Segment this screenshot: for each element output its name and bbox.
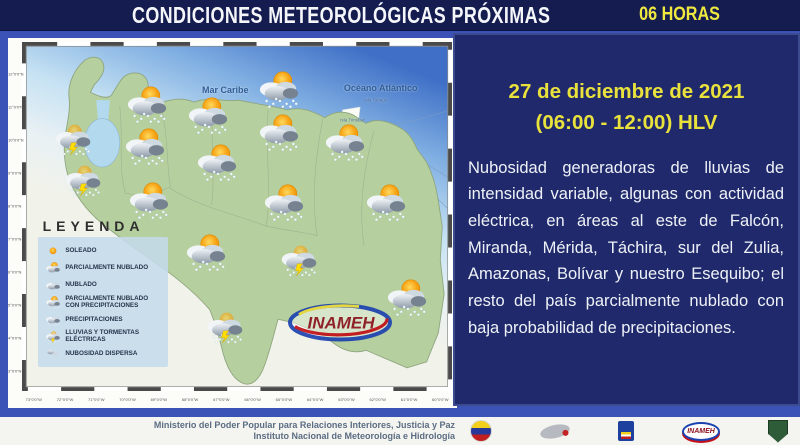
- longitude-tick-label: 68°0'0"W: [181, 397, 199, 402]
- institution-text: Ministerio del Poder Popular para Relaci…: [0, 420, 455, 443]
- longitude-tick-label: 70°0'0"W: [119, 397, 136, 402]
- footer-bar: Ministerio del Poder Popular para Relaci…: [0, 417, 800, 445]
- inameh-watermark-logo: INAMEH: [287, 302, 393, 347]
- legend-item: LLUVIAS Y TORMENTAS ELÉCTRICAS: [44, 329, 163, 344]
- weather-storm-icon: [279, 241, 319, 284]
- sun-legend-icon: [44, 244, 62, 259]
- weather-storm-icon: [63, 160, 103, 203]
- legend-item: SOLEADO: [44, 244, 163, 259]
- latitude-tick-label: 4°0'0"N: [8, 335, 22, 341]
- latitude-tick-label: 8°0'0"N: [8, 203, 22, 209]
- latitude-tick-label: 10°0'0"N: [8, 137, 24, 143]
- legend-item: PRECIPITACIONES: [44, 312, 163, 327]
- longitude-tick-label: 72°0'0"W: [56, 397, 74, 402]
- forecast-date: 27 de diciembre de 2021 (06:00 - 12:00) …: [455, 77, 798, 139]
- legend-item-label: NUBOSIDAD DISPERSA: [65, 349, 138, 357]
- legend-title: LEYENDA: [42, 218, 145, 235]
- island-label: Isla Tobago: [364, 97, 388, 103]
- ministry-seal-logo: [538, 421, 572, 441]
- sea-label: Mar Caribe: [202, 85, 249, 96]
- page-title: CONDICIONES METEOROLÓGICAS PRÓXIMAS: [132, 1, 551, 28]
- legend-item-label: PARCIALMENTE NUBLADO: [65, 264, 149, 272]
- ministry-line: Ministerio del Poder Popular para Relaci…: [153, 420, 455, 430]
- watermark-text: INAMEH: [308, 313, 376, 332]
- longitude-tick-label: 60°0'0"W: [432, 397, 449, 402]
- forecast-panel: 27 de diciembre de 2021 (06:00 - 12:00) …: [453, 33, 800, 406]
- latitude-tick-label: 5°0'0"N: [8, 302, 22, 308]
- weather-pn-rain-icon: [256, 112, 302, 159]
- inameh-oval-logo: INAMEH: [682, 421, 720, 441]
- longitude-tick-label: 64°0'0"W: [306, 397, 324, 402]
- weather-pn-rain-icon: [124, 83, 170, 130]
- longitude-tick-label: 73°0'0"W: [25, 397, 42, 402]
- shield-emblem-logo: [768, 419, 788, 443]
- weather-pn-rain-icon: [256, 69, 302, 116]
- weather-pn-rain-icon: [363, 181, 409, 228]
- pn-legend-icon: [44, 261, 62, 276]
- header-bar: CONDICIONES METEOROLÓGICAS PRÓXIMAS 06 H…: [0, 0, 800, 31]
- latitude-tick-label: 6°0'0"N: [8, 269, 22, 275]
- forecast-text: Nubosidad generadoras de lluvias de inte…: [468, 158, 784, 337]
- weather-pn-rain-icon: [185, 94, 231, 141]
- legend-box: SOLEADO PARCIALMENTE NUBLADO NUBLADO PARCIA…: [38, 236, 169, 367]
- weather-storm-icon: [205, 307, 245, 350]
- legend-item: NUBLADO: [44, 278, 163, 293]
- legend-item-label: SOLEADO: [65, 247, 97, 255]
- weather-pn-rain-icon: [194, 142, 240, 189]
- rain-legend-icon: [44, 312, 62, 327]
- legend-item-label: PARCIALMENTE NUBLADO CON PRECIPITACIONES: [65, 294, 149, 310]
- forecast-date-line1: 27 de diciembre de 2021: [508, 80, 745, 103]
- legend-item: NUBOSIDAD DISPERSA: [44, 346, 163, 361]
- uppc-badge-logo: [618, 421, 634, 441]
- storm-legend-icon: [44, 329, 62, 344]
- longitude-tick-label: 66°0'0"W: [244, 397, 261, 402]
- longitude-tick-label: 69°0'0"W: [150, 397, 168, 402]
- weather-pn-rain-icon: [126, 179, 172, 226]
- venezuela-map: LEYENDA SOLEADO PARCIALMENTE NUBLADO NUBLA…: [8, 42, 452, 402]
- longitude-tick-label: 62°0'0"W: [369, 397, 386, 402]
- longitude-tick-label: 61°0'0"W: [400, 397, 418, 402]
- weather-storm-icon: [53, 119, 93, 162]
- scattered-legend-icon: [44, 346, 62, 361]
- flag-roundel-logo: [470, 420, 492, 442]
- legend-item-label: PRECIPITACIONES: [65, 315, 123, 323]
- sea-label: Océano Atlántico: [343, 82, 418, 93]
- legend-item-label: NUBLADO: [65, 281, 97, 289]
- legend-item: PARCIALMENTE NUBLADO CON PRECIPITACIONES: [44, 295, 163, 310]
- latitude-tick-label: 11°0'0"N: [8, 104, 24, 110]
- institute-line: Instituto Nacional de Meteorología e Hid…: [253, 431, 455, 442]
- weather-pn-rain-icon: [261, 181, 307, 228]
- latitude-tick-label: 7°0'0"N: [8, 236, 22, 242]
- weather-pn-rain-icon: [122, 125, 168, 172]
- weather-pn-rain-icon: [183, 232, 229, 279]
- longitude-tick-label: 63°0'0"W: [338, 397, 355, 402]
- longitude-tick-label: 67°0'0"W: [213, 397, 230, 402]
- longitude-tick-label: 65°0'0"W: [275, 397, 293, 402]
- legend-item-label: LLUVIAS Y TORMENTAS ELÉCTRICAS: [65, 328, 140, 344]
- legend-item: PARCIALMENTE NUBLADO: [44, 261, 163, 276]
- forecast-time-window: (06:00 - 12:00) HLV: [535, 110, 718, 134]
- latitude-tick-label: 3°0'0"N: [8, 368, 22, 374]
- map-panel: LEYENDA SOLEADO PARCIALMENTE NUBLADO NUBLA…: [8, 38, 457, 408]
- cloud-legend-icon: [44, 278, 62, 293]
- island-label: Isla Trinidad: [340, 117, 365, 123]
- weather-pn-rain-icon: [322, 121, 368, 168]
- weather-pn-rain-icon: [384, 276, 430, 323]
- lake-maracaibo-strait: [96, 100, 110, 124]
- latitude-tick-label: 12°0'0"N: [8, 71, 24, 77]
- footer-logos: INAMEH: [470, 419, 788, 443]
- forecast-duration-badge: 06 HORAS: [638, 4, 720, 25]
- latitude-tick-label: 9°0'0"N: [8, 170, 22, 176]
- longitude-tick-label: 71°0'0"W: [88, 397, 105, 402]
- pn-rain-legend-icon: [44, 295, 62, 310]
